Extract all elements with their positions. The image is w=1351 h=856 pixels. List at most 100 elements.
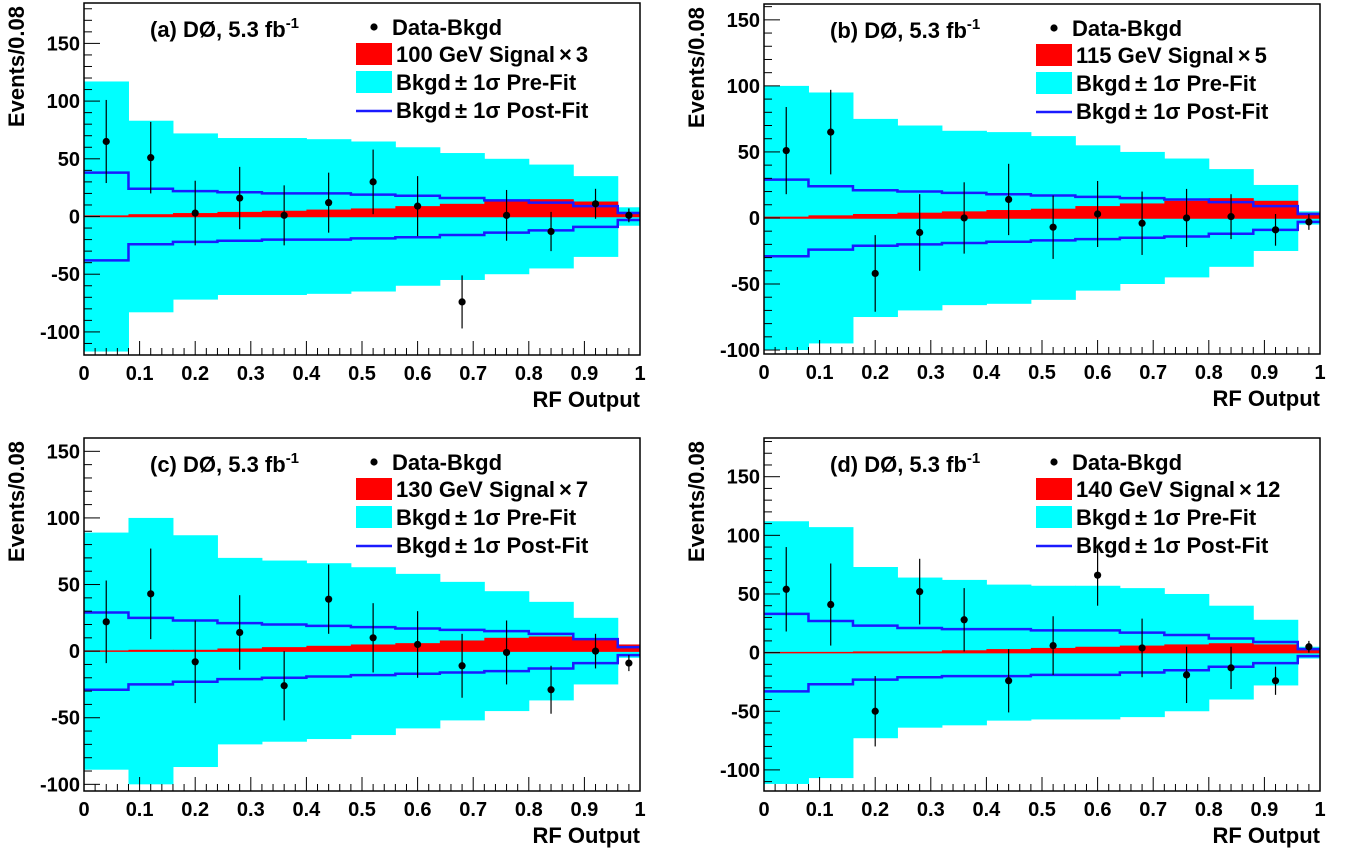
- legend-postfit-suffix: Post-Fit: [1186, 533, 1269, 558]
- x-tick-label: 1: [1314, 362, 1325, 384]
- x-tick-label: 1: [634, 799, 645, 821]
- y-axis-title: Events/0.08: [4, 6, 29, 127]
- data-point: [1227, 213, 1235, 221]
- x-tick-label: 0.6: [1084, 799, 1112, 821]
- panel-label: (d) DØ, 5.3 fb-1: [830, 450, 980, 477]
- legend-postfit-label: Bkgd ± 1σ Post-Fit: [1076, 99, 1269, 124]
- legend-postfit-text: Bkgd: [396, 98, 451, 123]
- x-tick-label: 0.8: [515, 363, 543, 385]
- x-tick-label: 0.4: [972, 362, 1001, 384]
- x-tick-label: 0.2: [861, 362, 889, 384]
- legend-prefit-swatch: [1036, 506, 1072, 528]
- x-tick-label: 0.6: [1084, 362, 1112, 384]
- data-point: [191, 658, 199, 666]
- data-point: [827, 600, 835, 609]
- data-point: [1138, 644, 1146, 652]
- postfit-upper-line: [764, 178, 1320, 216]
- signal-bin: [1075, 646, 1121, 653]
- y-tick-label: 0: [749, 208, 760, 230]
- panel-label-text: (c) DØ, 5.3 fb: [150, 452, 286, 477]
- data-point: [1138, 219, 1146, 227]
- legend-signal-text: 115 GeV Signal: [1076, 43, 1234, 68]
- panel-label-sup: -1: [286, 15, 299, 32]
- legend-postfit-text: Bkgd: [396, 533, 451, 558]
- legend-prefit-swatch: [356, 71, 392, 93]
- x-tick-label: 0.4: [292, 363, 321, 385]
- data-point: [782, 147, 790, 155]
- y-tick-label: -50: [51, 708, 80, 730]
- x-tick-label: 0.8: [1195, 799, 1223, 821]
- data-point: [102, 618, 110, 626]
- panel-label-text: (d) DØ, 5.3 fb: [830, 452, 967, 477]
- data-point: [191, 209, 199, 217]
- x-tick-label: 0.5: [348, 363, 376, 385]
- data-point: [1305, 643, 1313, 651]
- data-point: [325, 199, 333, 207]
- y-tick-label: -50: [731, 274, 760, 296]
- y-tick-label: -100: [40, 322, 80, 344]
- x-axis-title: RF Output: [1212, 386, 1320, 411]
- plot-area: [764, 521, 1320, 784]
- legend-prefit-label: Bkgd ± 1σ Pre-Fit: [396, 505, 577, 530]
- y-tick-label: 100: [47, 91, 80, 113]
- y-tick-label: 100: [727, 76, 760, 98]
- legend-prefit-pm: ± 1σ: [455, 70, 500, 95]
- legend-data-label: Data-Bkgd: [392, 15, 502, 40]
- panel-label: (c) DØ, 5.3 fb-1: [150, 450, 299, 477]
- data-point: [147, 154, 155, 162]
- x-tick-label: 0.7: [459, 363, 487, 385]
- panel-label-text: (a) DØ, 5.3 fb: [150, 17, 286, 42]
- legend-data-marker: [370, 23, 378, 31]
- y-tick-label: 50: [58, 149, 80, 171]
- data-point: [1005, 677, 1013, 685]
- panel-c: 0 0.1 0.2 0.3 0.4 0.5 0.6 0.7 0.8 0.9 1 -100 -50 0 50 1…: [4, 437, 646, 848]
- panel-b: 0 0.1 0.2 0.3 0.4 0.5 0.6 0.7 0.8 0.9 1 -100 -50 0 50 1…: [684, 3, 1326, 411]
- x-tick-label: 0.9: [1250, 799, 1278, 821]
- data-point: [960, 616, 968, 624]
- legend-data-marker: [370, 458, 378, 466]
- data-point: [1271, 677, 1280, 685]
- x-tick-label: 0.1: [806, 799, 834, 821]
- x-tick-label: 0.7: [459, 799, 487, 821]
- data-point: [1305, 218, 1313, 226]
- x-tick-label: 0.4: [292, 799, 321, 821]
- legend-data-marker: [1050, 458, 1058, 466]
- legend-data-label: Data-Bkgd: [392, 450, 502, 475]
- legend-postfit-pm: ± 1σ: [1135, 99, 1180, 124]
- data-point: [280, 211, 288, 219]
- plot-area: [764, 85, 1320, 351]
- legend-postfit-pm: ± 1σ: [455, 533, 500, 558]
- y-tick-label: 50: [58, 575, 80, 597]
- legend-signal-label: 115 GeV Signal × 5: [1076, 43, 1267, 68]
- data-point: [625, 659, 633, 667]
- data-point: [625, 211, 633, 219]
- y-tick-label: -100: [40, 774, 80, 796]
- legend-postfit-suffix: Post-Fit: [1186, 99, 1269, 124]
- legend-prefit-text: Bkgd: [396, 70, 451, 95]
- data-point: [236, 628, 244, 637]
- legend-signal-text: 100 GeV Signal: [396, 42, 555, 67]
- postfit-lower-line: [84, 218, 640, 262]
- signal-bin: [528, 636, 574, 652]
- data-point: [1094, 571, 1102, 579]
- y-tick-label: 150: [727, 467, 760, 489]
- x-tick-label: 0.2: [181, 799, 209, 821]
- x-tick-label: 0.7: [1139, 799, 1167, 821]
- x-tick-label: 0.1: [126, 363, 154, 385]
- signal-bin: [941, 650, 987, 653]
- x-tick-label: 0.1: [806, 362, 834, 384]
- x-tick-label: 1: [634, 363, 645, 385]
- panel-label-sup: -1: [967, 450, 980, 467]
- legend-prefit-text: Bkgd: [396, 505, 451, 530]
- panel-a: 0 0.1 0.2 0.3 0.4 0.5 0.6 0.7 0.8 0.9 1 -100 -50 0 50 1…: [4, 2, 646, 412]
- plot-area: [84, 517, 640, 785]
- data-point: [147, 590, 155, 598]
- x-tick-label: 0.8: [515, 799, 543, 821]
- legend-signal-swatch: [1036, 478, 1072, 500]
- x-tick-label: 0.9: [570, 363, 598, 385]
- y-tick-label: 150: [47, 33, 80, 55]
- data-point: [1271, 226, 1280, 234]
- data-point: [458, 662, 466, 670]
- legend-prefit-label: Bkgd ± 1σ Pre-Fit: [1076, 71, 1257, 96]
- x-tick-label: 0: [78, 799, 89, 821]
